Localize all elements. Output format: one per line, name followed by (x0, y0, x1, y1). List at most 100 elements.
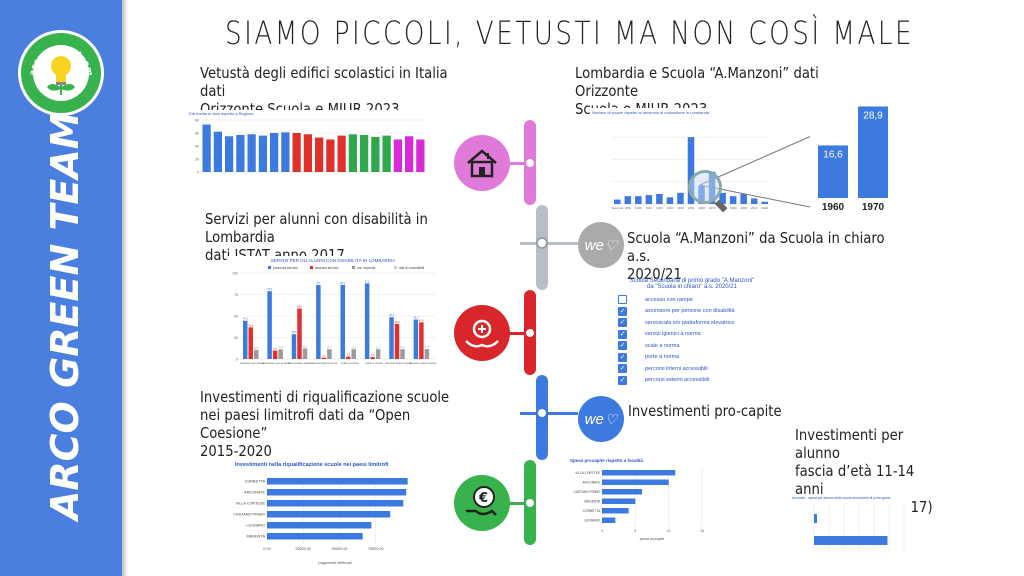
x-tick-label: 1900 (635, 206, 642, 210)
y-tick-label: 20 (195, 158, 199, 162)
checked-box-icon: ✓ (618, 352, 627, 362)
legend-swatch (394, 266, 397, 269)
y-tick-label: ARCONATE (244, 491, 265, 495)
we-label: we (584, 410, 604, 428)
x-tick-label: percorsi esterni acces (409, 361, 437, 365)
bar (602, 517, 616, 523)
bar (267, 500, 404, 507)
y-tick-label: MAGENTA (247, 535, 266, 539)
chart-title: SERVIZI PER GLI ALUNNI CON DISABILITÀ IN… (271, 257, 395, 263)
timeline-dot (536, 407, 548, 419)
timeline-dot (536, 237, 548, 249)
bar (321, 357, 327, 359)
we-love-badge: we ♡ (578, 222, 624, 268)
servizi-chart-svg: SERVIZI PER GLI ALUNNI CON DISABILITÀ IN… (232, 257, 437, 365)
bar (254, 349, 259, 359)
checklist-item-label: porte a norma (645, 354, 680, 360)
checklist-row: ✓ ascensore per persone con disabilità (618, 306, 802, 317)
hands-heart-icon (465, 319, 499, 348)
data-label: 87,9 (365, 279, 371, 283)
checklist-item-label: servizi igienici a norma (645, 331, 701, 337)
y-tick-label: 100 (232, 272, 238, 276)
investimenti-chart-svg: Investimenti nella riqualificazione scuo… (233, 462, 408, 565)
data-label: 10,6 (254, 346, 260, 350)
y-tick-label: VILLA CORTESE (236, 502, 266, 506)
x-tick-label: ascensore per persone (262, 361, 291, 365)
x-tick-label: percorsi interni acces (385, 361, 412, 365)
we-label: we (584, 236, 604, 254)
x-tick-label: 10 (667, 529, 671, 533)
bar (371, 136, 380, 172)
y-tick-label: 75 (234, 293, 238, 297)
x-tick-label: scale a norma (341, 361, 359, 365)
bar (424, 349, 430, 359)
bar (389, 317, 394, 359)
scuola-in-chiaro-checklist: Scuola Secondaria di primo grado "A.Manz… (592, 278, 802, 388)
data-label: 12,1 (302, 345, 308, 349)
bar (267, 291, 272, 359)
y-tick-label: LEGNANO (246, 524, 265, 528)
x-axis-label: spesa procapite (640, 537, 665, 541)
checklist-item-label: ascensore per persone con disabilità (645, 308, 735, 314)
bar (405, 136, 414, 172)
x-tick-label: 1930 (667, 206, 674, 210)
procapite-chart-svg: Spesa procapite rispetto a località 0 5 10 1… (570, 458, 704, 541)
investimenti-heading: Investimenti di riqualificazione scuole … (200, 388, 450, 460)
lightbulb-icon (47, 56, 75, 95)
bar (202, 124, 211, 172)
bar (624, 196, 632, 204)
zoom-bar-value: 16,6 (823, 149, 843, 160)
bar (656, 193, 663, 204)
checklist-title: Scuola Secondaria di primo grado "A.Manz… (629, 278, 755, 290)
bar (270, 133, 279, 172)
data-label: 44,5 (243, 317, 249, 321)
bar (272, 350, 278, 359)
bar (326, 139, 335, 172)
school-icon (467, 149, 497, 178)
checklist-item-label: percorsi interni accessibili (645, 365, 708, 372)
x-tick-label: Secondo (611, 206, 623, 210)
per-alunno-chart: Arconate - spesa per alunno della scuola… (790, 494, 910, 560)
bar (267, 511, 391, 518)
y-tick-label: MAGENTA (584, 500, 600, 504)
x-tick-label: 1950 (688, 206, 695, 210)
checklist-item-label: servoscala e/o piattaforma elevatrice (645, 319, 735, 326)
magnifier-icon (688, 170, 722, 204)
zoom-bar (858, 106, 888, 198)
y-tick-label: 50 (234, 315, 238, 319)
y-tick-label: CORBETTA (583, 509, 601, 513)
vertical-title: ARCO GREEN TEAM (43, 111, 87, 523)
data-label: 11,3 (376, 345, 381, 349)
bar (297, 308, 302, 359)
legend-entry: dati di consultabili (399, 266, 424, 270)
bar (292, 133, 301, 172)
x-tick-label: 2000 (740, 206, 747, 210)
bar (291, 334, 297, 359)
bar (236, 134, 245, 172)
bar (364, 283, 370, 359)
legend-swatch (268, 266, 271, 269)
bar (602, 470, 676, 476)
checked-box-icon: ✓ (618, 364, 627, 373)
bar (225, 136, 234, 172)
bar (316, 285, 321, 359)
y-tick-label: 80 (195, 119, 199, 123)
zoom-x-label: 1970 (862, 202, 885, 213)
school-house-node (454, 135, 510, 191)
x-tick-label: 1970 (709, 206, 716, 210)
bar (315, 137, 324, 172)
bar (267, 478, 408, 485)
bar (666, 197, 674, 204)
data-label: 86,1 (340, 281, 346, 285)
chart-title: Numero di scuole rispetto al decennio di… (592, 110, 710, 115)
data-label: 36,8 (248, 323, 254, 327)
bar (602, 498, 636, 504)
bar (278, 349, 283, 359)
bar (602, 479, 669, 485)
zoom-x-label: 1960 (822, 202, 845, 213)
x-tick-label: 0 (601, 529, 603, 533)
procapite-chart: Spesa procapite rispetto a località 0 5 10 1… (562, 456, 712, 546)
bar (602, 508, 629, 514)
vetusta-chart-svg: Età media in anni rispetto a Regione 0 20 4… (189, 111, 426, 175)
data-label: 48,6 (389, 313, 395, 317)
